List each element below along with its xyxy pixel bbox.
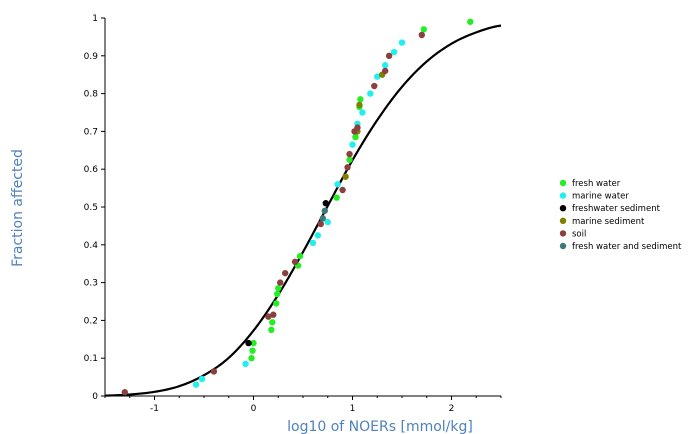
- data-point: [367, 90, 374, 97]
- data-point: [321, 207, 328, 214]
- data-point: [250, 339, 257, 347]
- data-point: [359, 109, 366, 116]
- y-tick-label: 0.8: [84, 90, 99, 100]
- data-point: [381, 67, 389, 75]
- data-point: [357, 96, 364, 103]
- data-point: [309, 239, 317, 247]
- series-fresh-water: [248, 18, 474, 362]
- data-point: [346, 156, 353, 163]
- legend-marker: [559, 205, 567, 212]
- data-point: [242, 360, 249, 368]
- data-point: [265, 313, 272, 320]
- y-tick-label: 0.5: [84, 203, 98, 213]
- fit-curve: [104, 24, 502, 397]
- data-point: [270, 311, 277, 318]
- y-ticks: 0 0.1 0.2 0.3 0.4 0.5 0.6 0.7 0.8 0.9 1: [84, 14, 105, 402]
- legend-marker: [559, 179, 567, 187]
- data-point: [333, 194, 340, 201]
- x-tick-label: 1: [350, 404, 356, 414]
- data-point: [344, 164, 351, 171]
- data-points-layer: [121, 18, 474, 396]
- data-point: [245, 339, 252, 347]
- data-point: [274, 290, 281, 298]
- data-point: [291, 258, 299, 266]
- series-marine-sediment: [342, 71, 386, 180]
- y-tick-label: 0: [92, 392, 98, 402]
- data-point: [269, 319, 276, 326]
- legend-label: soil: [572, 229, 586, 239]
- y-axis-title: Fraction affected: [10, 149, 26, 267]
- x-ticks: -1 0 1 2: [104, 396, 502, 414]
- x-axis-title: log10 of NOERs [mmol/kg]: [287, 419, 473, 434]
- y-tick-label: 0.1: [84, 354, 98, 364]
- data-point: [385, 52, 393, 59]
- data-point: [356, 101, 363, 109]
- data-point: [352, 133, 359, 141]
- x-tick-label: 0: [251, 404, 257, 414]
- data-point: [268, 326, 275, 334]
- data-point: [339, 186, 346, 194]
- fit-curve-layer: [104, 24, 502, 397]
- data-point: [467, 18, 474, 25]
- y-tick-label: 0.2: [84, 316, 98, 326]
- data-point: [198, 375, 206, 383]
- data-point: [371, 82, 378, 90]
- legend-marker: [559, 217, 567, 224]
- legend-label: fresh water and sediment: [572, 242, 682, 252]
- data-point: [281, 269, 289, 277]
- data-point: [354, 124, 361, 131]
- legend-marker: [559, 192, 567, 199]
- series-soil: [121, 31, 425, 396]
- data-point: [418, 31, 425, 39]
- data-point: [273, 300, 280, 307]
- data-point: [390, 48, 398, 56]
- data-point: [334, 181, 341, 188]
- data-point: [275, 285, 282, 292]
- data-point: [277, 279, 284, 286]
- y-tick-label: 1: [92, 14, 98, 24]
- y-tick-label: 0.6: [84, 165, 99, 175]
- axes-layer: [104, 18, 501, 397]
- legend: fresh water marine water freshwater sedime…: [559, 179, 682, 252]
- legend-label: freshwater sediment: [572, 204, 661, 214]
- legend-label: fresh water: [572, 179, 621, 189]
- data-point: [420, 26, 427, 33]
- data-point: [349, 141, 356, 148]
- legend-marker: [559, 230, 567, 237]
- data-point: [317, 220, 325, 228]
- data-point: [192, 381, 200, 388]
- data-point: [398, 39, 406, 46]
- y-tick-label: 0.4: [84, 241, 99, 251]
- data-point: [249, 347, 256, 354]
- series-marine-water: [192, 39, 406, 388]
- series-freshwater-sediment: [245, 200, 329, 347]
- data-point: [324, 218, 331, 226]
- legend-marker: [559, 242, 567, 250]
- data-point: [374, 73, 381, 80]
- data-point: [322, 200, 329, 207]
- data-point: [342, 173, 349, 180]
- data-point: [346, 150, 353, 158]
- data-point: [319, 215, 326, 222]
- x-tick-label: 2: [449, 404, 455, 414]
- y-tick-label: 0.7: [84, 127, 98, 137]
- data-point: [210, 368, 218, 375]
- data-point: [121, 389, 128, 396]
- y-tick-label: 0.9: [84, 52, 99, 62]
- legend-label: marine water: [572, 192, 629, 202]
- x-tick-label: -1: [150, 404, 159, 414]
- data-point: [296, 252, 304, 260]
- data-point: [248, 355, 255, 362]
- data-point: [381, 62, 389, 69]
- legend-label: marine sediment: [572, 217, 645, 227]
- data-point: [314, 232, 322, 239]
- series-fresh-water-and-sediment: [319, 207, 328, 222]
- y-tick-label: 0.3: [84, 279, 98, 289]
